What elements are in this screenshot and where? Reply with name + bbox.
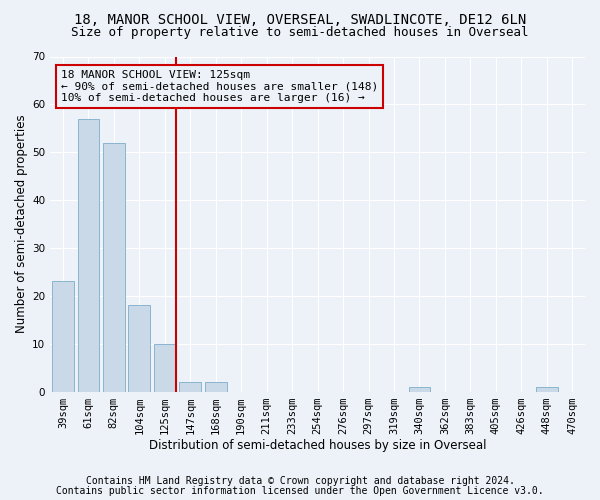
Bar [52, 282, 74, 392]
Bar [179, 382, 201, 392]
Bar [205, 382, 227, 392]
Bar [536, 387, 557, 392]
Text: 18, MANOR SCHOOL VIEW, OVERSEAL, SWADLINCOTE, DE12 6LN: 18, MANOR SCHOOL VIEW, OVERSEAL, SWADLIN… [74, 12, 526, 26]
Bar [77, 118, 99, 392]
Text: Contains public sector information licensed under the Open Government Licence v3: Contains public sector information licen… [56, 486, 544, 496]
Bar [128, 306, 150, 392]
X-axis label: Distribution of semi-detached houses by size in Overseal: Distribution of semi-detached houses by … [149, 440, 487, 452]
Bar [103, 142, 125, 392]
Text: Contains HM Land Registry data © Crown copyright and database right 2024.: Contains HM Land Registry data © Crown c… [86, 476, 514, 486]
Bar [409, 387, 430, 392]
Text: 18 MANOR SCHOOL VIEW: 125sqm
← 90% of semi-detached houses are smaller (148)
10%: 18 MANOR SCHOOL VIEW: 125sqm ← 90% of se… [61, 70, 378, 103]
Y-axis label: Number of semi-detached properties: Number of semi-detached properties [15, 114, 28, 334]
Text: Size of property relative to semi-detached houses in Overseal: Size of property relative to semi-detach… [71, 26, 529, 39]
Bar [154, 344, 176, 392]
